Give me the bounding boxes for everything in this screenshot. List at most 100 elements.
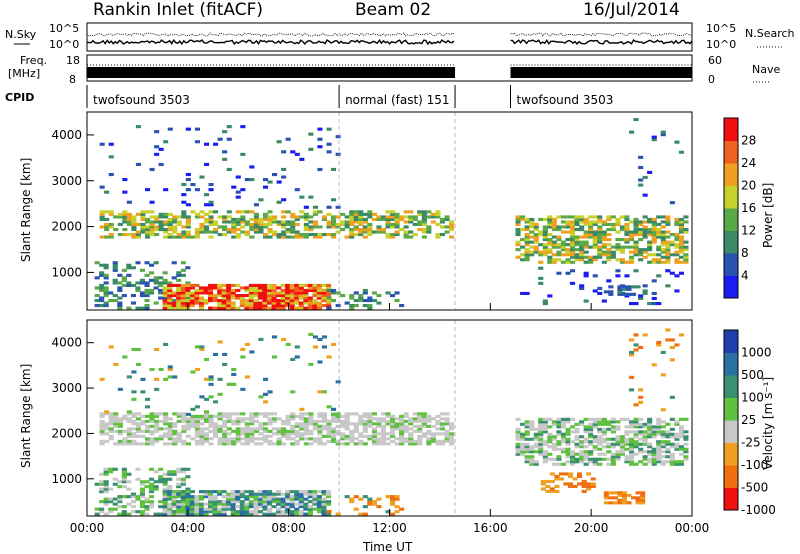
- data-cell: [122, 414, 128, 418]
- data-cell: [665, 440, 671, 444]
- data-cell: [108, 142, 114, 146]
- data-cell: [520, 435, 526, 439]
- data-cell: [547, 435, 553, 439]
- data-cell: [289, 291, 295, 295]
- data-cell: [257, 301, 263, 305]
- data-cell: [390, 512, 396, 516]
- data-cell: [145, 397, 151, 401]
- data-cell: [570, 255, 576, 259]
- freq-axis-top: 18: [66, 54, 80, 67]
- data-cell: [230, 510, 236, 514]
- data-cell: [117, 505, 123, 509]
- data-cell: [240, 217, 246, 221]
- data-cell: [185, 217, 191, 221]
- data-cell: [656, 425, 662, 429]
- data-cell: [276, 299, 282, 303]
- data-cell: [656, 248, 662, 252]
- data-cell: [626, 292, 632, 296]
- data-cell: [299, 412, 305, 416]
- data-cell: [588, 235, 594, 239]
- data-cell: [665, 430, 671, 434]
- data-cell: [321, 291, 327, 295]
- data-cell: [303, 419, 309, 423]
- data-cell: [149, 437, 155, 441]
- data-cell: [113, 419, 119, 423]
- data-cell: [412, 429, 418, 433]
- data-cell: [276, 222, 282, 226]
- data-cell: [99, 210, 105, 214]
- data-cell: [660, 260, 666, 264]
- data-cell: [276, 490, 282, 494]
- data-cell: [579, 445, 585, 449]
- data-cell: [656, 417, 662, 421]
- data-cell: [551, 462, 557, 466]
- data-cell: [149, 271, 155, 275]
- data-cell: [349, 294, 355, 298]
- data-cell: [122, 178, 128, 182]
- data-cell: [349, 412, 355, 416]
- data-cell: [167, 299, 173, 303]
- data-cell: [312, 299, 318, 303]
- data-cell: [149, 412, 155, 416]
- data-cell: [331, 419, 337, 423]
- data-cell: [235, 419, 241, 423]
- data-cell: [276, 492, 282, 496]
- data-cell: [181, 419, 187, 423]
- data-cell: [417, 434, 423, 438]
- data-cell: [439, 427, 445, 431]
- data-cell: [180, 296, 186, 300]
- data-cell: [289, 502, 295, 506]
- data-cell: [610, 445, 616, 449]
- data-cell: [647, 452, 653, 456]
- data-cell: [390, 294, 396, 298]
- data-cell: [390, 215, 396, 219]
- data-cell: [560, 435, 566, 439]
- data-cell: [449, 422, 455, 426]
- data-cell: [633, 243, 639, 247]
- data-cell: [235, 417, 241, 421]
- data-cell: [294, 233, 300, 237]
- data-cell: [678, 245, 684, 249]
- data-cell: [185, 173, 191, 177]
- colorbar-swatch: [724, 140, 738, 164]
- colorbar-swatch: [724, 420, 738, 443]
- data-cell: [189, 505, 195, 509]
- data-cell: [258, 337, 264, 341]
- data-cell: [606, 248, 612, 252]
- data-cell: [547, 258, 553, 262]
- data-cell: [185, 222, 191, 226]
- data-cell: [408, 439, 414, 443]
- data-cell: [212, 294, 218, 298]
- data-cell: [624, 228, 630, 232]
- x-tick-label: 16:00: [473, 521, 508, 535]
- data-cell: [316, 301, 322, 305]
- data-cell: [669, 457, 675, 461]
- data-cell: [321, 288, 327, 292]
- data-cell: [231, 442, 237, 446]
- data-cell: [117, 301, 123, 305]
- data-cell: [417, 414, 423, 418]
- data-cell: [624, 217, 630, 221]
- data-cell: [231, 220, 237, 224]
- data-cell: [524, 460, 530, 464]
- data-cell: [678, 333, 684, 337]
- data-cell: [570, 253, 576, 257]
- data-cell: [167, 286, 173, 290]
- data-cell: [144, 261, 150, 265]
- data-cell: [579, 258, 585, 262]
- data-cell: [642, 289, 648, 293]
- data-cell: [390, 429, 396, 433]
- power-xticks: [86, 303, 693, 310]
- data-cell: [294, 442, 300, 446]
- data-cell: [204, 220, 210, 224]
- data-cell: [592, 289, 598, 293]
- data-cell: [444, 434, 450, 438]
- data-cell: [380, 215, 386, 219]
- data-cell: [121, 510, 127, 514]
- data-cell: [533, 435, 539, 439]
- data-cell: [281, 225, 287, 229]
- data-cell: [651, 460, 657, 464]
- data-cell: [281, 235, 287, 239]
- data-cell: [390, 225, 396, 229]
